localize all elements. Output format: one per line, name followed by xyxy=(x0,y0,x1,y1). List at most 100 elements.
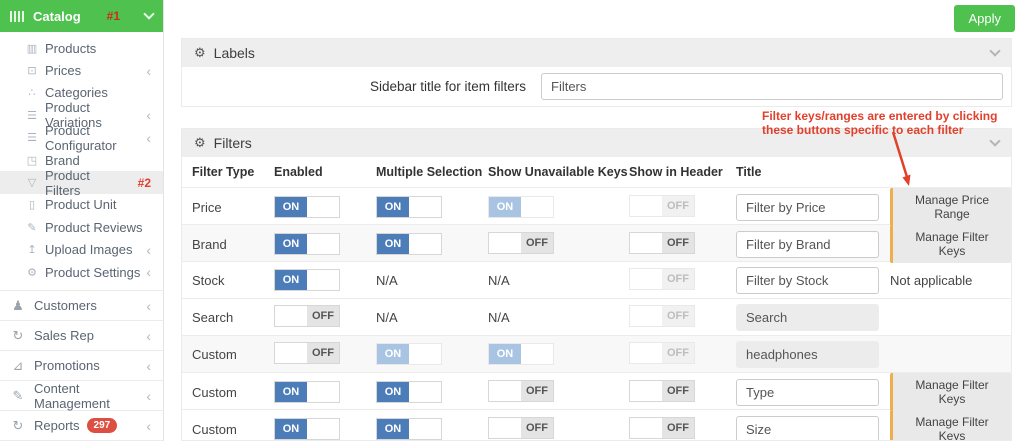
filter-title-input xyxy=(736,340,879,368)
gear-icon: ⚙ xyxy=(27,266,37,279)
labels-panel: ⚙ Labels Sidebar title for item filters xyxy=(181,38,1012,107)
sidebar-item-label: Categories xyxy=(45,85,108,101)
sidebar-item-label: Product Reviews xyxy=(45,219,143,235)
apply-button[interactable]: Apply xyxy=(954,5,1015,32)
show-in-header-toggle: OFF xyxy=(629,342,695,364)
filter-row-custom: Custom ON ON OFF OFF Manage Filter Keys xyxy=(182,409,1011,440)
title-cell xyxy=(736,303,890,331)
show-unavailable-keys-toggle: ON xyxy=(488,196,554,218)
sidebar-item-product-unit[interactable]: ▯ Product Unit xyxy=(0,194,163,216)
sidebar-item-label: Customers xyxy=(34,298,97,314)
sidebar-item-promotions[interactable]: ⊿ Promotions ‹ xyxy=(0,350,163,380)
enabled-toggle[interactable]: ON xyxy=(274,196,340,218)
sidebar-header-catalog[interactable]: Catalog #1 xyxy=(0,0,163,32)
chevron-left-icon: ‹ xyxy=(146,129,151,146)
manage-keys-button[interactable]: Manage Filter Keys xyxy=(890,373,1011,411)
filter-title-input[interactable] xyxy=(736,193,879,221)
sidebar-item-reports[interactable]: ↻ Reports 297 ‹ xyxy=(0,410,163,440)
labels-panel-title: Labels xyxy=(213,45,255,61)
filter-row-price: Price ON ON ON OFF Manage Price Range xyxy=(182,187,1011,226)
gears-icon: ⚙ xyxy=(194,45,206,60)
sidebar-item-customers[interactable]: ♟ Customers ‹ xyxy=(0,290,163,320)
sidebar-item-product-reviews[interactable]: ✎ Product Reviews xyxy=(0,216,163,238)
edit-icon: ✎ xyxy=(12,387,24,403)
show-in-header-toggle[interactable]: OFF xyxy=(629,380,695,402)
show-in-header-toggle[interactable]: OFF xyxy=(629,232,695,254)
bar-chart-icon: ⊿ xyxy=(12,357,24,373)
multiple-selection-toggle[interactable]: ON xyxy=(376,418,442,440)
manage-keys-button[interactable]: Manage Filter Keys xyxy=(890,410,1011,440)
sidebar-item-prices[interactable]: ⊡ Prices ‹ xyxy=(0,59,163,81)
sidebar-item-products[interactable]: ▥ Products xyxy=(0,37,163,59)
filters-panel-header[interactable]: ⚙ Filters xyxy=(182,129,1011,157)
sidebar-header-label: Catalog xyxy=(33,8,81,24)
multiple-selection-cell: N/A xyxy=(376,310,488,325)
labels-panel-body: Sidebar title for item filters xyxy=(182,67,1011,106)
sidebar-item-brand[interactable]: ◳ Brand xyxy=(0,149,163,171)
show-unavailable-keys-toggle[interactable]: OFF xyxy=(488,232,554,254)
chevron-down-icon xyxy=(143,8,155,20)
sidebar-nav-top: ▥ Products ⊡ Prices ‹ ∴ Categories ☰ Pro… xyxy=(0,32,163,283)
sidebar-item-product-filters[interactable]: ▽ Product Filters #2 xyxy=(0,168,163,198)
sidebar-title-field-label: Sidebar title for item filters xyxy=(369,79,526,94)
annotation-marker-2: #2 xyxy=(137,175,151,190)
annotation-arrow-icon xyxy=(891,131,911,186)
enabled-cell: ON xyxy=(274,418,376,440)
filter-type-cell: Stock xyxy=(192,272,225,288)
upload-icon: ↥ xyxy=(27,244,37,257)
filter-title-input[interactable] xyxy=(736,415,879,440)
show-in-header-cell: OFF xyxy=(629,195,736,219)
show-in-header-toggle: OFF xyxy=(629,195,695,217)
labels-panel-header[interactable]: ⚙ Labels xyxy=(182,39,1011,67)
show-unavailable-keys-toggle[interactable]: OFF xyxy=(488,380,554,402)
enabled-toggle[interactable]: ON xyxy=(274,381,340,403)
user-icon: ♟ xyxy=(12,297,24,313)
manage-keys-button[interactable]: Manage Filter Keys xyxy=(890,225,1011,263)
column-header-multiple-selection: Multiple Selection xyxy=(376,165,483,179)
chevron-left-icon: ‹ xyxy=(146,297,151,314)
enabled-cell: OFF xyxy=(274,342,376,366)
sidebar-item-content-management[interactable]: ✎ Content Management ‹ xyxy=(0,380,163,411)
show-unavailable-cell: OFF xyxy=(488,232,629,256)
enabled-toggle[interactable]: ON xyxy=(274,269,340,291)
enabled-cell: OFF xyxy=(274,305,376,329)
chevron-left-icon: ‹ xyxy=(146,241,151,258)
enabled-toggle[interactable]: OFF xyxy=(274,305,340,327)
multiple-selection-toggle[interactable]: ON xyxy=(376,196,442,218)
filters-panel: ⚙ Filters Filter Type Enabled Multiple Sel… xyxy=(181,128,1012,441)
action-cell: Not applicable xyxy=(890,273,1011,288)
show-unavailable-cell: N/A xyxy=(488,310,629,325)
filter-title-input[interactable] xyxy=(736,378,879,406)
show-in-header-cell: OFF xyxy=(629,232,736,256)
filter-title-input[interactable] xyxy=(736,230,879,258)
enabled-toggle[interactable]: ON xyxy=(274,418,340,440)
filters-table-body: Price ON ON ON OFF Manage Price Range Br… xyxy=(182,187,1011,440)
manage-keys-button[interactable]: Manage Price Range xyxy=(890,188,1011,226)
filter-type-cell: Price xyxy=(192,199,222,215)
sidebar-item-product-variations[interactable]: ☰ Product Variations ‹ xyxy=(0,100,163,130)
filter-title-input[interactable] xyxy=(736,266,879,294)
show-in-header-cell: OFF xyxy=(629,417,736,440)
sidebar-item-label: Product Settings xyxy=(45,264,141,280)
enabled-cell: ON xyxy=(274,196,376,218)
show-in-header-toggle[interactable]: OFF xyxy=(629,417,695,439)
sidebar-item-categories[interactable]: ∴ Categories xyxy=(0,82,163,104)
show-unavailable-keys-na: N/A xyxy=(488,309,510,325)
multiple-selection-cell: ON xyxy=(376,343,488,365)
multiple-selection-toggle[interactable]: ON xyxy=(376,233,442,255)
show-in-header-cell: OFF xyxy=(629,305,736,329)
sidebar-item-sales-rep[interactable]: ↻ Sales Rep ‹ xyxy=(0,320,163,350)
sidebar-item-upload-images[interactable]: ↥ Upload Images ‹ xyxy=(0,239,163,261)
sync-icon: ↻ xyxy=(12,417,24,433)
sidebar-title-input[interactable] xyxy=(541,73,1003,100)
sidebar-item-product-settings[interactable]: ⚙ Product Settings ‹ xyxy=(0,261,163,283)
sidebar-item-product-configurator[interactable]: ☰ Product Configurator ‹ xyxy=(0,123,163,153)
multiple-selection-cell: ON xyxy=(376,233,488,255)
enabled-toggle[interactable]: ON xyxy=(274,233,340,255)
enabled-cell: ON xyxy=(274,233,376,255)
multiple-selection-toggle[interactable]: ON xyxy=(376,381,442,403)
show-in-header-cell: OFF xyxy=(629,380,736,404)
title-cell xyxy=(736,266,890,294)
show-unavailable-keys-toggle[interactable]: OFF xyxy=(488,417,554,439)
enabled-toggle[interactable]: OFF xyxy=(274,342,340,364)
